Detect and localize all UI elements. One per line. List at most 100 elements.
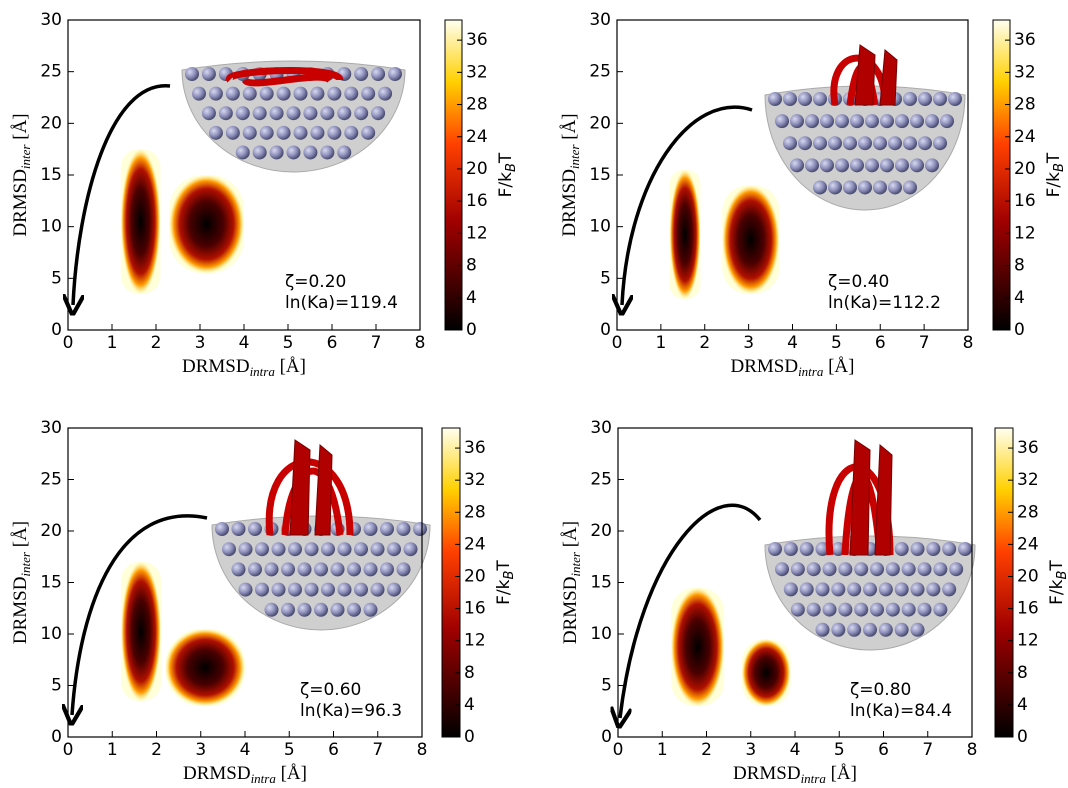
particle-bead: [828, 180, 842, 195]
label-part: inter: [567, 144, 582, 169]
particle-bead: [917, 562, 932, 577]
colorbar-tick-label: 20: [466, 159, 488, 179]
x-tick-label: 0: [63, 333, 74, 353]
x-tick-label: 5: [834, 740, 845, 760]
x-tick-label: 2: [151, 740, 162, 760]
particle-bead: [894, 582, 909, 597]
density-cluster: [741, 639, 791, 707]
arrow: [72, 514, 208, 715]
particle-bead: [925, 114, 939, 129]
particle-bead: [926, 542, 941, 556]
particle-bead: [297, 562, 312, 577]
colorbar-tick-label: 16: [466, 191, 488, 211]
colorbar-tick-label: 36: [1017, 438, 1039, 458]
particle-bead: [388, 67, 402, 81]
x-tick-label: 7: [371, 333, 382, 353]
colorbar-tick-label: 12: [1014, 223, 1036, 243]
x-tick-label: 7: [922, 740, 933, 760]
y-tick-label: 25: [589, 62, 611, 82]
particle-bead: [259, 125, 274, 140]
y-tick-label: 30: [40, 418, 62, 438]
particle-bead: [281, 602, 295, 617]
particle-bead: [222, 542, 236, 557]
arrow: [73, 84, 171, 305]
particle-bead: [910, 542, 925, 556]
label-part: DRMSD: [183, 763, 251, 784]
arrow: [620, 503, 762, 718]
particle-bead: [835, 114, 849, 129]
label-part: [Å]: [823, 356, 854, 377]
colorbar-tick-label: 4: [1014, 288, 1025, 308]
colorbar-tick-label: 24: [464, 534, 486, 554]
particle-bead: [269, 106, 284, 121]
particle-bead: [192, 86, 206, 101]
particle-bead: [269, 145, 284, 160]
particle-bead: [790, 562, 805, 577]
particle-bead: [901, 562, 916, 577]
x-tick-label: 8: [963, 333, 974, 353]
label-part: intra: [801, 771, 827, 786]
particle-bead: [252, 145, 267, 160]
particle-bead: [231, 522, 246, 536]
particle-bead: [798, 92, 812, 106]
colorbar-tick-label: 12: [1017, 631, 1039, 651]
colorbar-tick-label: 28: [1014, 95, 1036, 115]
particle-bead: [310, 86, 325, 101]
particle-bead: [775, 114, 789, 129]
particle-bead: [863, 582, 877, 597]
particle-bead: [304, 582, 319, 597]
particle-bead: [288, 582, 302, 597]
y-tick-label: 25: [40, 470, 62, 490]
particle-bead: [870, 602, 884, 617]
particle-bead: [276, 125, 291, 140]
x-tick-label: 0: [613, 740, 624, 760]
particle-bead: [835, 158, 849, 173]
particle-bead: [327, 86, 342, 101]
particle-bead: [828, 136, 842, 151]
y-tick-label: 15: [589, 165, 611, 185]
particle-bead: [201, 67, 216, 81]
particle-bead: [858, 180, 872, 195]
particle-bead: [854, 562, 869, 577]
particle-bead: [805, 114, 819, 129]
label-part: inter: [568, 551, 583, 576]
particle-bead: [337, 106, 352, 121]
particle-bead: [813, 92, 827, 106]
particle-bead: [344, 86, 359, 101]
y-tick-label: 0: [51, 320, 62, 340]
label-part: inter: [18, 144, 33, 169]
protein-sheet: [854, 44, 898, 106]
colorbar: [441, 427, 461, 738]
x-tick-label: 1: [655, 333, 666, 353]
density-cluster: [671, 587, 725, 707]
colorbar-tick-label: 28: [466, 95, 488, 115]
particle-bead: [242, 86, 257, 101]
colorbar-tick-label: 12: [464, 631, 486, 651]
particle-bead: [894, 542, 909, 556]
particle-bead: [895, 114, 909, 129]
particle-bead: [820, 114, 834, 129]
colorbar-tick-label: 20: [1014, 159, 1036, 179]
x-axis-label: DRMSDintra [Å]: [730, 356, 854, 379]
y-tick-label: 5: [51, 676, 62, 696]
colorbar-tick-label: 4: [1017, 695, 1028, 715]
particle-bead: [255, 542, 269, 557]
colorbar-tick-label: 4: [464, 695, 475, 715]
particle-bead: [354, 106, 369, 121]
x-axis-label: DRMSDintra [Å]: [733, 763, 857, 786]
annotation: ln(Ka)=84.4: [850, 701, 952, 721]
particle-bead: [238, 582, 253, 597]
colorbar-tick-label: 20: [464, 566, 486, 586]
x-tick-label: 5: [283, 333, 294, 353]
label-part: T: [1044, 152, 1064, 164]
annotation: ζ=0.80: [850, 680, 911, 700]
particle-bead: [252, 106, 267, 121]
particle-bead: [783, 542, 798, 556]
colorbar-label: F/kBT: [494, 560, 517, 605]
particle-bead: [903, 136, 917, 151]
particle-bead: [361, 125, 376, 140]
y-tick-label: 10: [590, 624, 612, 644]
label-part: B: [1052, 163, 1067, 172]
y-tick-label: 20: [590, 521, 612, 541]
x-tick-label: 7: [372, 740, 383, 760]
